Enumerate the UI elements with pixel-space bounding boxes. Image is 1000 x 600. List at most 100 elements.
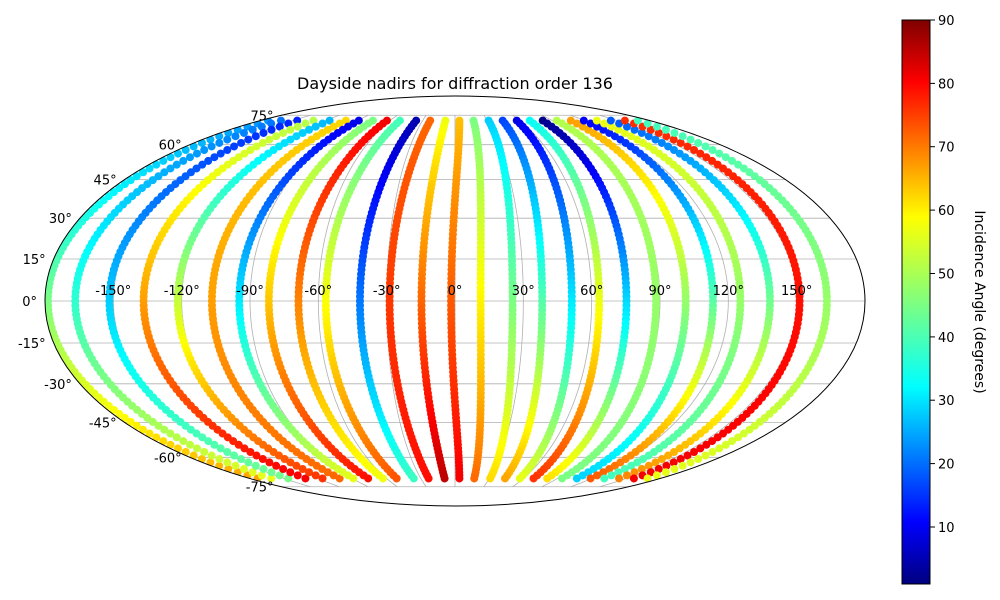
colorbar-tick-label: 20 bbox=[938, 458, 955, 473]
nadir-point bbox=[160, 168, 169, 177]
nadir-point bbox=[189, 142, 198, 151]
orbit-track bbox=[385, 116, 435, 483]
nadir-point bbox=[686, 135, 695, 144]
nadir-point bbox=[543, 474, 552, 483]
nadir-point bbox=[305, 468, 314, 477]
nadir-point bbox=[470, 474, 479, 483]
nadir-point bbox=[259, 128, 268, 137]
nadir-point bbox=[145, 429, 154, 438]
colorbar bbox=[901, 19, 931, 585]
nadir-point bbox=[558, 474, 567, 483]
nadir-point bbox=[198, 160, 207, 169]
colorbar-tick-label: 30 bbox=[938, 394, 955, 409]
nadir-point bbox=[230, 451, 239, 460]
nadir-point bbox=[586, 474, 595, 483]
nadir-point bbox=[160, 425, 169, 434]
nadir-point bbox=[529, 474, 538, 483]
nadir-point bbox=[678, 461, 687, 470]
nadir-point bbox=[186, 440, 194, 449]
nadir-point bbox=[231, 132, 240, 141]
longitude-tick-label: 30° bbox=[512, 284, 535, 299]
longitude-tick-label: -60° bbox=[304, 284, 332, 299]
nadir-point bbox=[292, 461, 301, 470]
nadir-point bbox=[132, 172, 141, 181]
latitude-tick-label: -15° bbox=[18, 337, 46, 352]
nadir-point bbox=[126, 176, 135, 185]
nadir-point bbox=[234, 440, 243, 449]
nadir-point bbox=[239, 465, 248, 474]
nadir-point bbox=[181, 145, 190, 154]
nadir-point bbox=[223, 448, 232, 457]
nadir-point bbox=[223, 458, 232, 467]
nadir-point bbox=[678, 132, 687, 141]
nadir-point bbox=[248, 125, 257, 134]
nadir-point bbox=[676, 138, 685, 147]
nadir-point bbox=[251, 132, 260, 141]
nadir-point bbox=[152, 160, 161, 169]
longitude-tick-label: 120° bbox=[713, 284, 744, 299]
nadir-point bbox=[152, 433, 161, 442]
nadir-point bbox=[440, 474, 449, 483]
colorbar-tick-label: 90 bbox=[938, 14, 955, 29]
orbit-track bbox=[173, 116, 334, 483]
nadir-point bbox=[424, 474, 433, 483]
nadir-point bbox=[629, 474, 638, 483]
longitude-tick-label: -90° bbox=[236, 284, 264, 299]
nadir-point bbox=[159, 156, 168, 165]
nadir-point bbox=[683, 451, 692, 460]
longitude-gridline bbox=[512, 114, 593, 488]
nadir-point bbox=[186, 425, 195, 434]
nadir-point bbox=[318, 474, 327, 483]
nadir-point bbox=[267, 474, 276, 483]
nadir-point bbox=[305, 125, 314, 134]
nadir-point bbox=[293, 471, 302, 480]
nadir-point bbox=[607, 471, 616, 480]
nadir-point bbox=[335, 119, 344, 128]
nadir-point bbox=[223, 135, 232, 144]
latitude-tick-label: 75° bbox=[250, 109, 273, 124]
orbit-track bbox=[264, 116, 377, 483]
nadir-point bbox=[223, 145, 232, 154]
nadir-point bbox=[515, 474, 524, 483]
nadir-point bbox=[286, 135, 295, 144]
nadir-point bbox=[252, 451, 261, 460]
longitude-tick-labels: -150° -120° -90° -60° -30° 0° 30° 60° 90° 120° 150… bbox=[95, 284, 812, 299]
nadir-point bbox=[192, 444, 201, 453]
orbit-track bbox=[355, 116, 421, 483]
orbit-track bbox=[484, 116, 517, 483]
nadir-point bbox=[715, 444, 724, 453]
nadir-point bbox=[186, 153, 194, 162]
nadir-point bbox=[252, 142, 261, 151]
nadir-point bbox=[166, 440, 175, 449]
nadir-point bbox=[701, 451, 710, 460]
nadir-point bbox=[286, 468, 295, 477]
nadir-point bbox=[267, 468, 276, 477]
nadir-point bbox=[172, 160, 181, 169]
nadir-point bbox=[661, 125, 670, 134]
nadir-point bbox=[189, 451, 198, 460]
nadir-point bbox=[192, 164, 201, 173]
nadir-point bbox=[159, 437, 168, 446]
nadir-point bbox=[275, 122, 284, 131]
latitude-tick-label: -60° bbox=[154, 451, 182, 466]
nadir-point bbox=[207, 142, 216, 151]
nadir-point bbox=[280, 455, 289, 464]
nadir-point bbox=[154, 421, 163, 430]
nadir-point bbox=[298, 128, 307, 137]
nadir-point bbox=[325, 116, 334, 125]
nadir-point bbox=[148, 417, 157, 426]
nadir-point bbox=[279, 128, 288, 137]
nadir-point bbox=[258, 455, 267, 464]
nadir-point bbox=[267, 119, 276, 128]
nadir-point bbox=[311, 471, 320, 480]
orbit-track bbox=[321, 116, 404, 483]
longitude-tick-label: -120° bbox=[164, 284, 200, 299]
nadir-point bbox=[179, 437, 188, 446]
nadir-point bbox=[501, 474, 510, 483]
latitude-tick-label: -45° bbox=[89, 416, 117, 431]
colorbar-tick-label: 70 bbox=[938, 141, 955, 156]
nadir-point bbox=[265, 458, 274, 467]
nadir-point bbox=[364, 474, 373, 483]
nadir-point bbox=[132, 421, 141, 430]
nadir-point bbox=[620, 116, 629, 125]
